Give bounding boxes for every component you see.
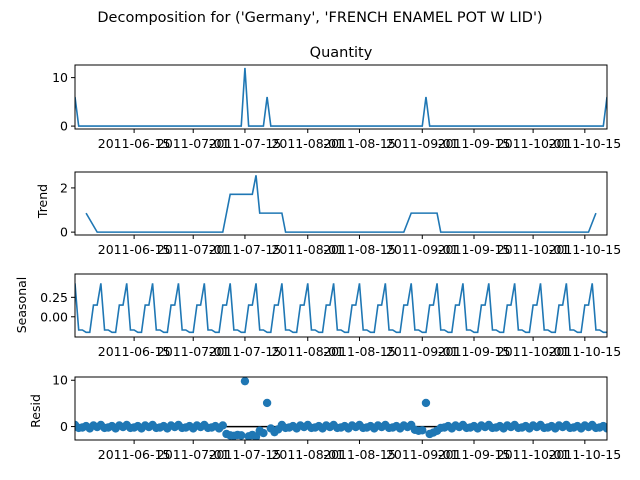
series-line [75, 67, 607, 127]
y-tick-label: 0 [60, 119, 68, 134]
y-tick-label: 0 [60, 225, 68, 240]
panel-quantity: 0102011-06-152011-07-012011-07-152011-08… [52, 64, 622, 151]
y-tick-label: 0 [60, 419, 68, 434]
x-tick-label: 2011-10-01 [497, 447, 570, 462]
x-tick-label: 2011-09-15 [438, 344, 511, 359]
ylabel-seasonal: Seasonal [14, 277, 29, 334]
series-line [85, 175, 597, 233]
y-tick-label: 0.25 [40, 290, 68, 305]
plot-area [75, 67, 607, 127]
x-tick-label: 2011-09-01 [386, 344, 459, 359]
x-tick-label: 2011-09-01 [386, 447, 459, 462]
x-tick-label: 2011-06-15 [98, 447, 171, 462]
ylabel-trend: Trend [35, 184, 50, 219]
axes-frame [74, 64, 608, 130]
x-tick-label: 2011-08-15 [323, 344, 396, 359]
x-tick-label: 2011-09-15 [438, 136, 511, 151]
x-tick-label: 2011-07-15 [209, 136, 282, 151]
axes-frame [74, 273, 608, 338]
resid-point [259, 428, 268, 438]
x-tick-label: 2011-08-15 [323, 242, 396, 257]
seasonal-line [75, 283, 607, 334]
x-tick-label: 2011-09-15 [438, 242, 511, 257]
plot-area [85, 175, 597, 233]
x-tick-label: 2011-10-01 [497, 344, 570, 359]
x-tick-label: 2011-08-15 [323, 447, 396, 462]
plot-area [75, 283, 607, 334]
panel-resid: 0102011-06-152011-07-012011-07-152011-08… [52, 373, 621, 462]
resid-point [421, 398, 431, 408]
x-tick-label: 2011-08-01 [271, 447, 344, 462]
axes-frame [74, 376, 608, 441]
x-tick-label: 2011-08-01 [271, 136, 344, 151]
x-tick-label: 2011-07-01 [157, 344, 230, 359]
plot-area [75, 377, 607, 440]
panel-title-quantity: Quantity [310, 45, 373, 61]
x-tick-label: 2011-08-15 [323, 136, 396, 151]
resid-point [237, 431, 246, 440]
x-tick-label: 2011-10-15 [549, 242, 622, 257]
x-tick-label: 2011-10-01 [497, 242, 570, 257]
panel-trend: 022011-06-152011-07-012011-07-152011-08-… [60, 171, 622, 257]
x-tick-label: 2011-07-01 [157, 242, 230, 257]
x-tick-label: 2011-07-15 [209, 242, 282, 257]
x-tick-label: 2011-10-15 [549, 344, 622, 359]
x-tick-label: 2011-08-01 [271, 344, 344, 359]
resid-point [418, 426, 427, 435]
x-tick-label: 2011-06-15 [98, 344, 171, 359]
x-tick-label: 2011-09-15 [438, 447, 511, 462]
x-tick-label: 2011-06-15 [98, 136, 171, 151]
x-tick-label: 2011-07-01 [157, 447, 230, 462]
x-tick-label: 2011-07-15 [209, 344, 282, 359]
resid-point [240, 377, 250, 386]
y-tick-label: 2 [60, 180, 68, 195]
x-tick-label: 2011-07-15 [209, 447, 282, 462]
x-tick-label: 2011-09-01 [386, 136, 459, 151]
x-tick-label: 2011-10-15 [549, 447, 622, 462]
resid-point [262, 398, 272, 408]
x-tick-label: 2011-06-15 [98, 242, 171, 257]
x-tick-label: 2011-08-01 [271, 242, 344, 257]
y-tick-label: 10 [52, 70, 68, 85]
x-tick-label: 2011-10-15 [549, 136, 622, 151]
x-tick-label: 2011-09-01 [386, 242, 459, 257]
resid-point [602, 424, 607, 433]
axes-frame [74, 171, 608, 236]
ylabel-resid: Resid [28, 394, 43, 428]
panel-seasonal: 0.000.252011-06-152011-07-012011-07-1520… [40, 273, 622, 359]
resid-point [218, 421, 227, 430]
y-tick-label: 10 [52, 373, 68, 388]
x-tick-label: 2011-10-01 [497, 136, 570, 151]
y-tick-label: 0.00 [40, 309, 68, 324]
figure-suptitle: Decomposition for ('Germany', 'FRENCH EN… [97, 10, 542, 26]
x-tick-label: 2011-07-01 [157, 136, 230, 151]
